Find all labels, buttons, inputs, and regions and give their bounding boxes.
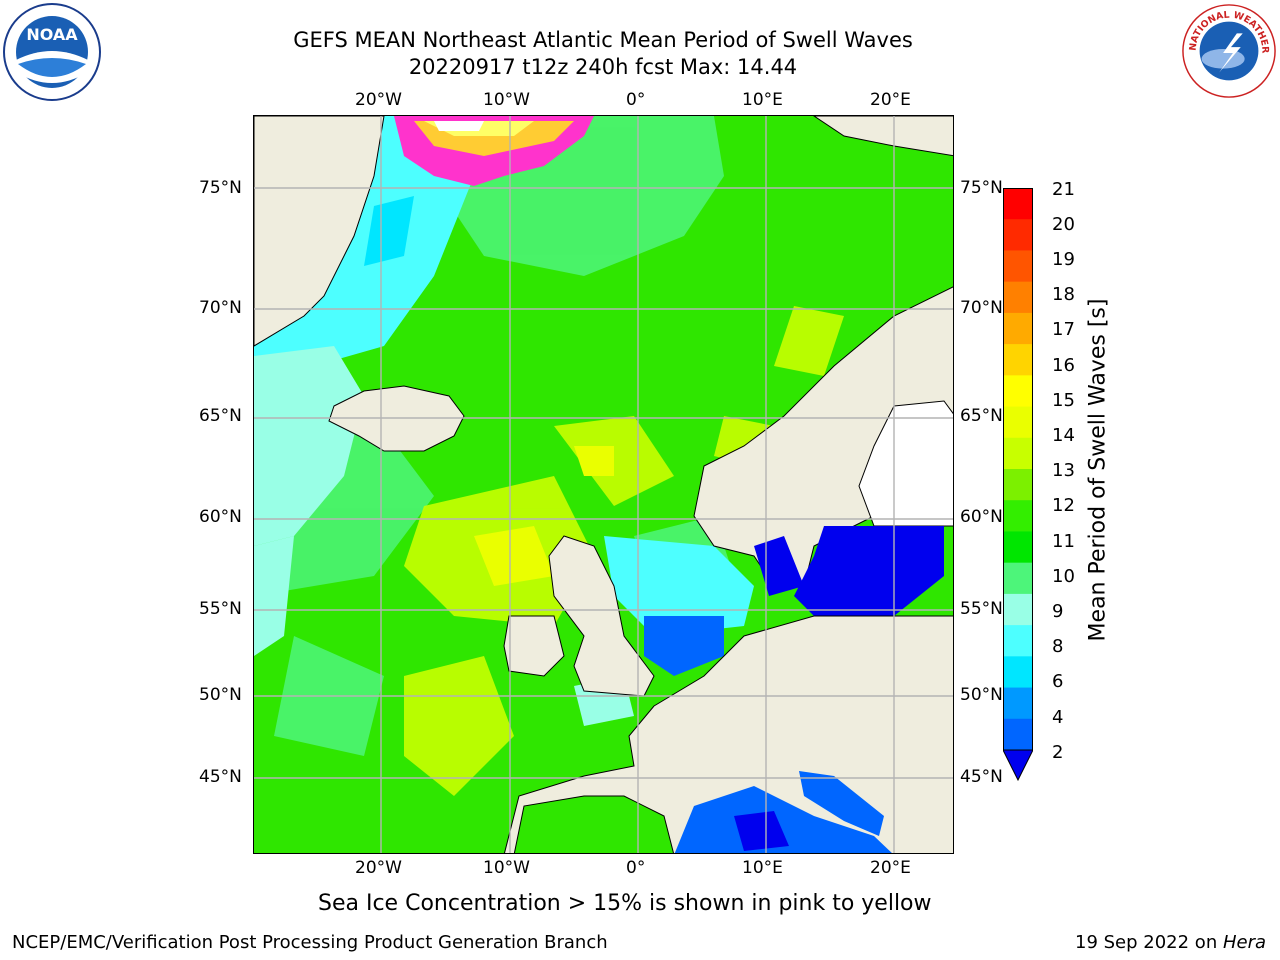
chart-subtitle: 20220917 t12z 240h fcst Max: 14.44	[408, 55, 798, 79]
colorbar-segment	[1003, 281, 1033, 314]
colorbar-segment	[1003, 437, 1033, 470]
right-lat-tick: 45°N	[960, 767, 1003, 787]
channel-blue	[644, 616, 724, 676]
noaa-logo: NOAA	[3, 3, 101, 101]
colorbar-tick: 17	[1052, 319, 1075, 340]
tyrrhenian-deep-blue	[734, 811, 789, 851]
chart-title: GEFS MEAN Northeast Atlantic Mean Period…	[293, 28, 913, 52]
right-lat-tick: 60°N	[960, 507, 1003, 527]
colorbar-segment	[1003, 219, 1033, 251]
top-lon-tick: 20°E	[870, 90, 911, 110]
colorbar-tick: 21	[1052, 179, 1075, 200]
colorbar-segment	[1003, 188, 1033, 220]
svg-text:NOAA: NOAA	[26, 25, 78, 44]
sea-ice-region	[394, 116, 594, 186]
colorbar-tick: 20	[1052, 214, 1075, 235]
bottom-lon-tick: 10°W	[483, 858, 530, 878]
left-lat-tick: 55°N	[199, 599, 242, 619]
adriatic-sea-swell	[799, 771, 884, 836]
colorbar-segment	[1003, 469, 1033, 501]
colorbar-segment	[1003, 406, 1033, 439]
right-lat-tick: 70°N	[960, 298, 1003, 318]
colorbar-tick: 16	[1052, 355, 1075, 376]
bottom-lon-tick: 20°W	[355, 858, 402, 878]
left-lat-tick: 65°N	[199, 406, 242, 426]
swell-period-map	[254, 116, 953, 853]
colorbar-tick: 15	[1052, 390, 1075, 411]
north-sea-swell	[604, 536, 754, 636]
footer-date: 19 Sep 2022 on Hera	[1075, 932, 1266, 953]
left-lat-tick: 60°N	[199, 507, 242, 527]
left-lat-tick: 45°N	[199, 767, 242, 787]
left-lat-tick: 50°N	[199, 685, 242, 705]
colorbar-tick: 8	[1052, 636, 1064, 657]
colorbar-tick: 18	[1052, 284, 1075, 305]
top-lon-tick: 10°W	[483, 90, 530, 110]
colorbar-tick: 10	[1052, 566, 1075, 587]
colorbar-segment	[1003, 656, 1033, 689]
colorbar-tick: 12	[1052, 495, 1075, 516]
top-lon-tick: 20°W	[355, 90, 402, 110]
mediterranean-sea-swell	[674, 786, 892, 853]
colorbar-tick: 14	[1052, 425, 1075, 446]
colorbar-segment	[1003, 312, 1033, 345]
colorbar-title: Mean Period of Swell Waves [s]	[1085, 298, 1111, 642]
top-lon-tick: 0°	[626, 90, 646, 110]
top-lon-tick: 10°E	[742, 90, 783, 110]
colorbar-tick: 6	[1052, 671, 1064, 692]
colorbar-tick: 11	[1052, 531, 1075, 552]
colorbar-segment	[1003, 562, 1033, 595]
colorbar-segment	[1003, 593, 1033, 626]
footer-machine: Hera	[1222, 932, 1266, 953]
svalbard-land	[813, 116, 953, 157]
footer-date-text: 19 Sep 2022 on	[1075, 932, 1223, 953]
colorbar-segment	[1003, 500, 1033, 532]
colorbar-segment	[1003, 344, 1033, 376]
colorbar-segment	[1003, 625, 1033, 657]
yellow-patches	[474, 446, 614, 586]
graticule	[254, 116, 953, 853]
colorbar-tick: 4	[1052, 707, 1064, 728]
colorbar	[1003, 188, 1033, 781]
footer-credit: NCEP/EMC/Verification Post Processing Pr…	[12, 932, 608, 953]
right-lat-tick: 50°N	[960, 685, 1003, 705]
left-lat-tick: 75°N	[199, 178, 242, 198]
colorbar-border	[1003, 188, 1033, 751]
colorbar-tick: 19	[1052, 249, 1075, 270]
colorbar-tick: 13	[1052, 460, 1075, 481]
right-lat-tick: 55°N	[960, 599, 1003, 619]
ireland-land	[503, 615, 565, 677]
colorbar-tick: 9	[1052, 601, 1064, 622]
colorbar-tick: 2	[1052, 742, 1064, 763]
nws-logo: NATIONAL WEATHER SERVICE	[1180, 2, 1276, 98]
colorbar-segment	[1003, 250, 1033, 283]
baltic-sea-swell	[794, 526, 944, 616]
left-lat-tick: 70°N	[199, 298, 242, 318]
right-lat-tick: 75°N	[960, 178, 1003, 198]
sea-ice-caption: Sea Ice Concentration > 15% is shown in …	[318, 891, 932, 916]
bottom-lon-tick: 0°	[626, 858, 646, 878]
colorbar-extension	[1003, 749, 1033, 781]
colorbar-segment	[1003, 531, 1033, 564]
greenland-land	[254, 116, 385, 347]
colorbar-segment	[1003, 375, 1033, 408]
bottom-lon-tick: 10°E	[742, 858, 783, 878]
colorbar-segment	[1003, 687, 1033, 720]
map-panel	[253, 115, 954, 854]
bottom-lon-tick: 20°E	[870, 858, 911, 878]
right-lat-tick: 65°N	[960, 406, 1003, 426]
colorbar-segment	[1003, 718, 1033, 751]
great-britain-land	[548, 535, 655, 697]
